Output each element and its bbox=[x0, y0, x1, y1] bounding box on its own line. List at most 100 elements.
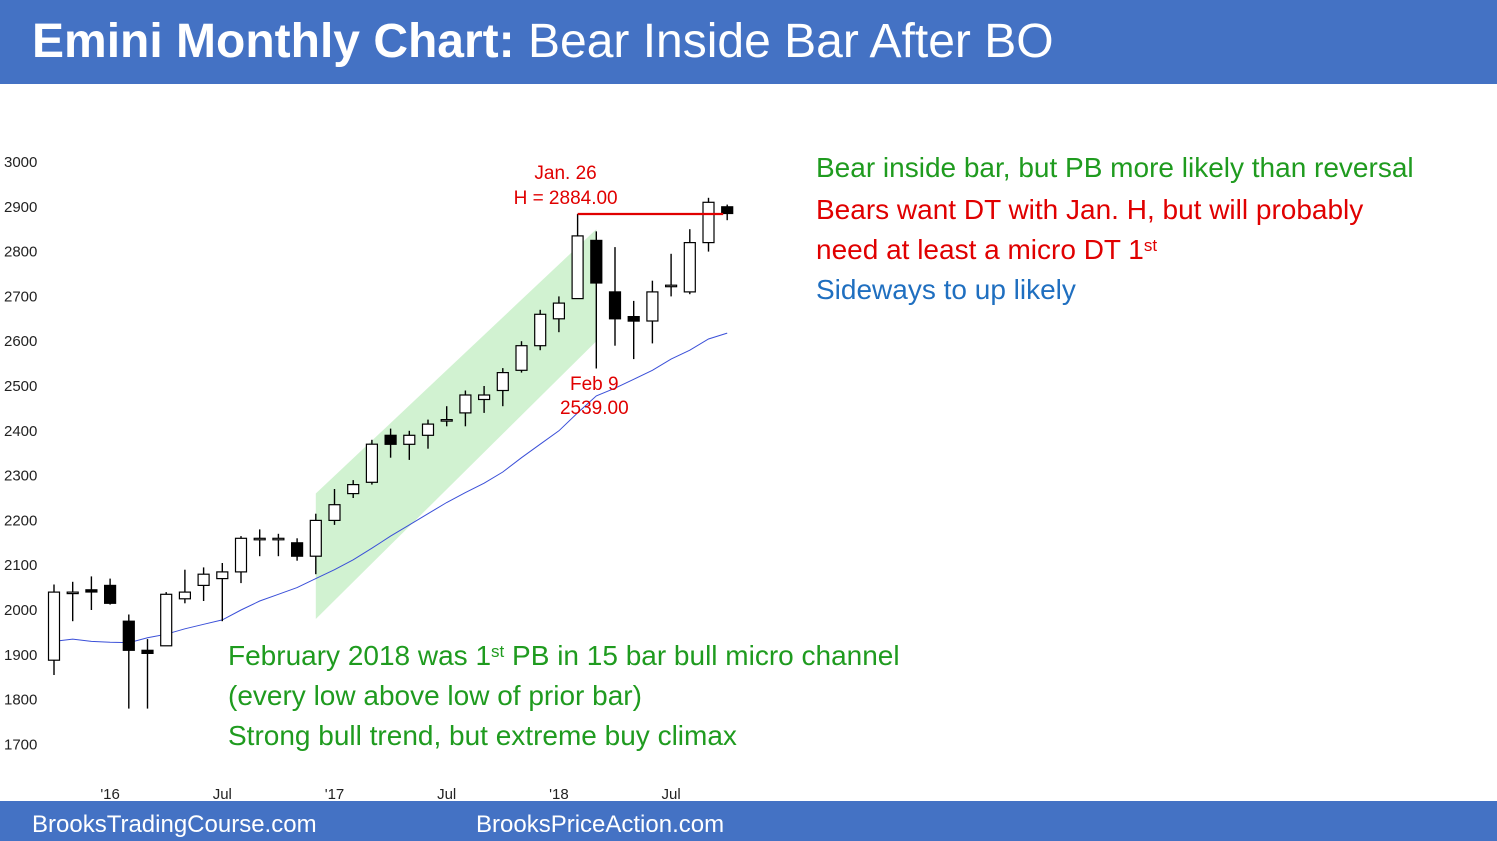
y-tick-label: 2300 bbox=[4, 468, 37, 485]
candlestick bbox=[627, 300, 640, 360]
x-tick-label: Jul bbox=[662, 786, 681, 801]
note-micro-dt: need at least a micro DT 1st bbox=[816, 230, 1157, 270]
candlestick bbox=[608, 247, 622, 346]
footer-bar: BrooksTradingCourse.com BrooksPriceActio… bbox=[0, 801, 1497, 841]
candlestick bbox=[122, 614, 135, 709]
candle-body-bear bbox=[141, 649, 154, 654]
candle-body-bear bbox=[122, 620, 135, 651]
candlestick bbox=[103, 578, 117, 605]
candlestick bbox=[309, 513, 322, 575]
candlestick bbox=[141, 639, 154, 709]
candlestick bbox=[328, 489, 341, 525]
candlestick bbox=[197, 567, 210, 601]
candlestick bbox=[234, 536, 248, 584]
candle-body-bull bbox=[160, 593, 173, 647]
y-tick-label: 1900 bbox=[4, 647, 37, 664]
candlestick bbox=[178, 569, 191, 604]
y-tick-label: 2600 bbox=[4, 333, 37, 350]
note-february-post: PB in 15 bar bull micro channel bbox=[504, 640, 900, 671]
candlestick bbox=[683, 229, 696, 295]
candle-body-bear bbox=[721, 206, 734, 215]
candlestick bbox=[47, 584, 61, 675]
y-tick-label: 2400 bbox=[4, 423, 37, 440]
x-tick-label: '17 bbox=[325, 786, 345, 801]
candle-body-bull bbox=[552, 302, 566, 320]
candle-body-bull bbox=[216, 571, 229, 580]
candlestick bbox=[160, 592, 173, 647]
x-tick-label: Jul bbox=[213, 786, 232, 801]
candlestick bbox=[85, 576, 98, 610]
candle-body-bear bbox=[291, 542, 304, 557]
candlestick bbox=[403, 430, 416, 460]
annotation-feb-9: Feb 9 bbox=[570, 374, 619, 395]
candlestick bbox=[384, 428, 397, 458]
candlestick bbox=[421, 419, 435, 449]
candle-body-bull bbox=[272, 537, 285, 541]
candle-body-bear bbox=[384, 434, 397, 445]
candlestick bbox=[253, 529, 266, 557]
page-title: Emini Monthly Chart: Bear Inside Bar Aft… bbox=[32, 14, 1054, 70]
candle-body-bull bbox=[66, 591, 79, 595]
footer-link-price-action[interactable]: BrooksPriceAction.com bbox=[476, 811, 725, 838]
x-tick-label: '18 bbox=[549, 786, 569, 801]
y-tick-label: 2500 bbox=[4, 378, 37, 395]
candle-body-bear bbox=[590, 239, 603, 284]
candle-body-bull bbox=[683, 242, 696, 293]
candle-body-bull bbox=[403, 434, 416, 445]
candlestick bbox=[590, 231, 603, 369]
candle-body-bull bbox=[197, 573, 210, 587]
y-tick-label: 1700 bbox=[4, 736, 37, 753]
candle-body-bull bbox=[459, 394, 472, 414]
note-buy-climax: Strong bull trend, but extreme buy clima… bbox=[228, 720, 737, 751]
candle-body-bull bbox=[365, 443, 378, 483]
candle-body-bull bbox=[534, 313, 547, 347]
candle-body-bull bbox=[347, 484, 360, 495]
price-chart: 3000 2900 2800 2700 2600 2500 2400 2300 2200 2100… bbox=[4, 154, 734, 801]
note-every-low: (every low above low of prior bar) bbox=[228, 680, 642, 711]
y-tick-label: 2100 bbox=[4, 557, 37, 574]
note-micro-dt-sup: st bbox=[1143, 236, 1158, 255]
note-inside-bar: Bear inside bar, but PB more likely than… bbox=[816, 152, 1414, 183]
candlestick bbox=[552, 296, 566, 333]
y-tick-label: 1800 bbox=[4, 692, 37, 709]
candle-body-bull bbox=[328, 504, 341, 522]
candle-body-bear bbox=[103, 584, 117, 604]
candle-body-bull bbox=[440, 419, 453, 422]
footer-link-trading-course[interactable]: BrooksTradingCourse.com bbox=[32, 811, 317, 838]
candlestick bbox=[646, 280, 659, 344]
y-tick-label: 3000 bbox=[4, 154, 37, 171]
candlestick bbox=[291, 538, 304, 561]
title-bold: Emini Monthly Chart: bbox=[32, 15, 515, 68]
candle-body-bear bbox=[608, 291, 622, 320]
candlestick bbox=[66, 581, 79, 622]
note-february: February 2018 was 1st PB in 15 bar bull … bbox=[228, 636, 900, 676]
candlestick bbox=[216, 563, 229, 622]
candlestick bbox=[365, 439, 378, 485]
candle-body-bull bbox=[47, 591, 61, 661]
candlestick bbox=[515, 341, 528, 373]
candle-body-bull bbox=[664, 284, 678, 288]
candle-body-bull bbox=[253, 537, 266, 541]
candle-body-bull bbox=[702, 201, 715, 244]
title-bar: Emini Monthly Chart: Bear Inside Bar Aft… bbox=[0, 0, 1497, 84]
candle-body-bull bbox=[646, 291, 659, 322]
candlestick bbox=[347, 480, 360, 498]
annotation-jan-26: Jan. 26 bbox=[534, 163, 596, 184]
candle-body-bull bbox=[421, 423, 435, 436]
note-february-pre: February 2018 was 1 bbox=[228, 640, 492, 671]
candle-body-bull bbox=[571, 235, 584, 300]
candle-body-bull bbox=[515, 345, 528, 371]
note-sideways: Sideways to up likely bbox=[816, 274, 1076, 305]
x-tick-label: '16 bbox=[100, 786, 120, 801]
y-tick-label: 2200 bbox=[4, 512, 37, 529]
candle-body-bull bbox=[496, 372, 509, 392]
candlestick bbox=[440, 406, 453, 427]
candlestick bbox=[664, 253, 678, 297]
candle-body-bear bbox=[627, 316, 640, 322]
candlestick bbox=[721, 204, 734, 221]
candlestick bbox=[571, 214, 584, 300]
candlestick bbox=[459, 390, 472, 427]
candlestick bbox=[478, 386, 491, 413]
candle-body-bull bbox=[478, 394, 491, 401]
candle-body-bear bbox=[85, 589, 98, 593]
